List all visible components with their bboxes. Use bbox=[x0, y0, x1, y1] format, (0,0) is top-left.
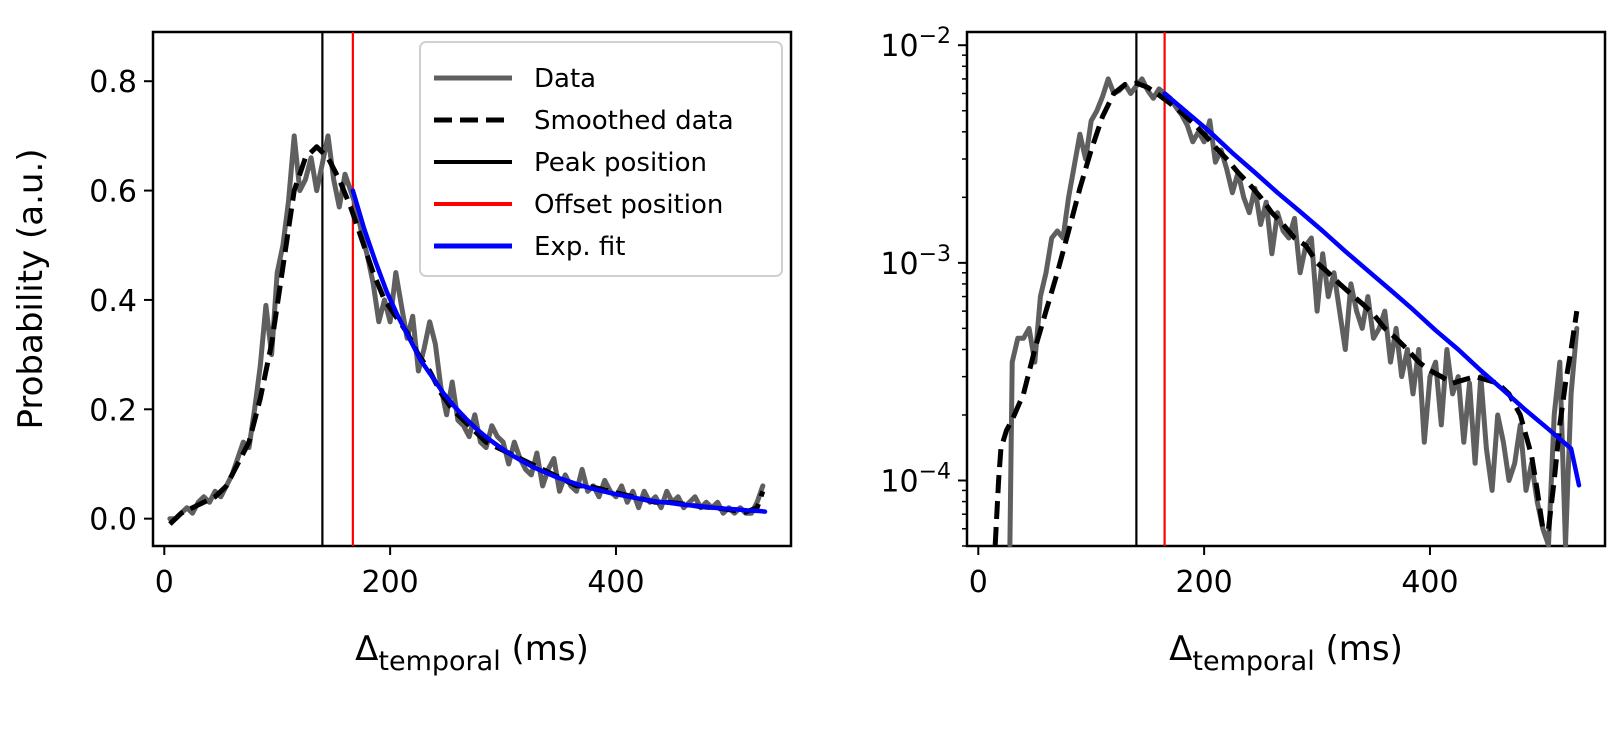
linear-x-tick-label: 400 bbox=[587, 565, 644, 600]
linear-vlines bbox=[321, 32, 354, 546]
log-x-tick-label: 400 bbox=[1401, 565, 1458, 600]
linear-x-ticks: 0 200 400 bbox=[155, 546, 645, 600]
log-vlines bbox=[1135, 32, 1166, 546]
linear-x-label-delta: Δ bbox=[355, 629, 378, 669]
legend-frame bbox=[419, 41, 783, 277]
legend-label-peak: Peak position bbox=[534, 148, 707, 178]
linear-y-tick-label: 0.2 bbox=[89, 393, 137, 428]
log-smoothed-line bbox=[992, 80, 1580, 546]
legend-label-smoothed: Smoothed data bbox=[534, 106, 734, 136]
linear-y-tick-label: 0.0 bbox=[89, 503, 137, 538]
linear-panel: 0 200 400 0.0 0.2 0.4 0.6 0.8 Probability (a.u… bbox=[11, 30, 793, 677]
log-x-label-subscript: temporal bbox=[1192, 646, 1314, 677]
legend: Data Smoothed data Peak position Offset … bbox=[419, 41, 783, 277]
log-plot-frame bbox=[965, 30, 1607, 548]
linear-fit-line bbox=[350, 188, 768, 514]
linear-x-axis-label: Δtemporal (ms) bbox=[355, 629, 589, 677]
linear-data-line bbox=[167, 133, 766, 522]
log-x-tick-label: 200 bbox=[1175, 565, 1232, 600]
linear-y-tick-label: 0.6 bbox=[89, 175, 137, 210]
log-x-tick-label: 0 bbox=[969, 565, 988, 600]
log-y-tick-label: 10−3 bbox=[880, 242, 951, 282]
log-data-line bbox=[1007, 76, 1580, 548]
linear-x-label-unit: (ms) bbox=[501, 629, 589, 669]
linear-series bbox=[167, 133, 768, 526]
linear-y-axis-label: Probability (a.u.) bbox=[11, 148, 51, 429]
log-x-label-unit: (ms) bbox=[1315, 629, 1403, 669]
linear-y-tick-label: 0.8 bbox=[89, 65, 137, 100]
log-fit-line bbox=[1162, 91, 1582, 488]
log-y-ticks: 10−4 10−3 10−2 bbox=[880, 24, 967, 547]
linear-y-tick-label: 0.4 bbox=[89, 284, 137, 319]
legend-label-fit: Exp. fit bbox=[534, 232, 625, 262]
linear-x-tick-label: 200 bbox=[361, 565, 418, 600]
legend-label-offset: Offset position bbox=[534, 190, 723, 220]
linear-x-tick-label: 0 bbox=[155, 565, 174, 600]
log-panel: 0 200 400 10−4 10−3 10−2 Δtemporal (ms) bbox=[880, 24, 1607, 677]
log-x-ticks: 0 200 400 bbox=[969, 546, 1459, 600]
log-x-label-delta: Δ bbox=[1169, 629, 1192, 669]
log-x-axis-label: Δtemporal (ms) bbox=[1169, 629, 1403, 677]
linear-y-ticks: 0.0 0.2 0.4 0.6 0.8 bbox=[89, 65, 153, 538]
log-series bbox=[992, 76, 1582, 548]
log-y-tick-label: 10−2 bbox=[880, 24, 951, 64]
log-y-tick-label: 10−4 bbox=[880, 459, 951, 499]
legend-label-data: Data bbox=[534, 64, 596, 94]
linear-x-label-subscript: temporal bbox=[378, 646, 500, 677]
